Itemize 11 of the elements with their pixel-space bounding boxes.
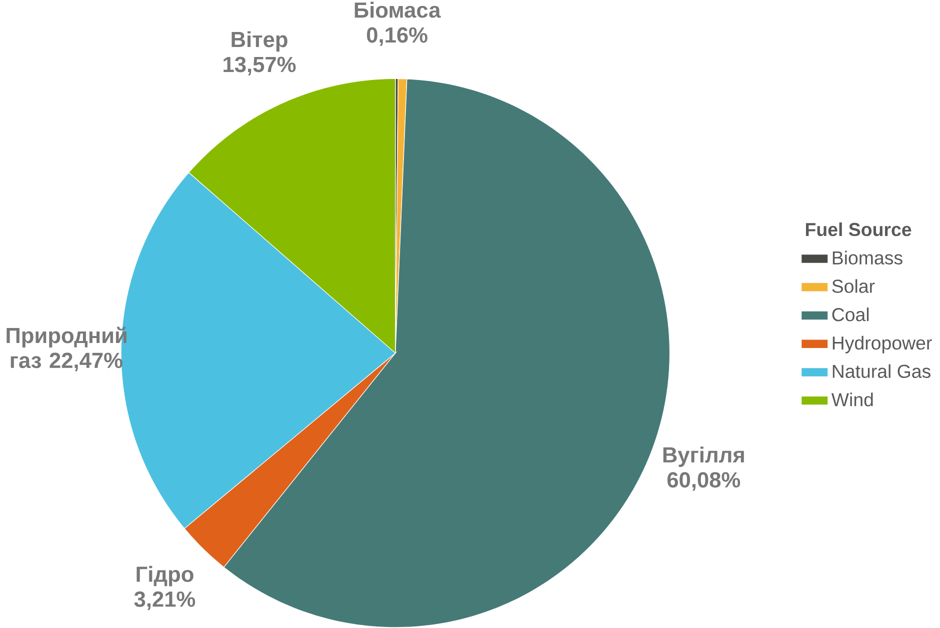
legend-label: Wind — [831, 392, 873, 406]
data-label: Вітер 13,57% — [224, 31, 296, 76]
legend-title: Fuel Source — [806, 222, 912, 236]
data-label: Вугілля 60,08% — [663, 446, 744, 491]
data-label: Гідро 3,21% — [134, 566, 196, 610]
legend-label: Coal — [832, 308, 869, 322]
legend-label: Biomass — [832, 250, 902, 265]
data-label: Біомаса 0,16% — [354, 2, 441, 46]
legend-label: Solar — [832, 279, 875, 294]
legend-label: Hydropower — [832, 336, 932, 354]
legend-label: Natural Gas — [832, 364, 930, 378]
